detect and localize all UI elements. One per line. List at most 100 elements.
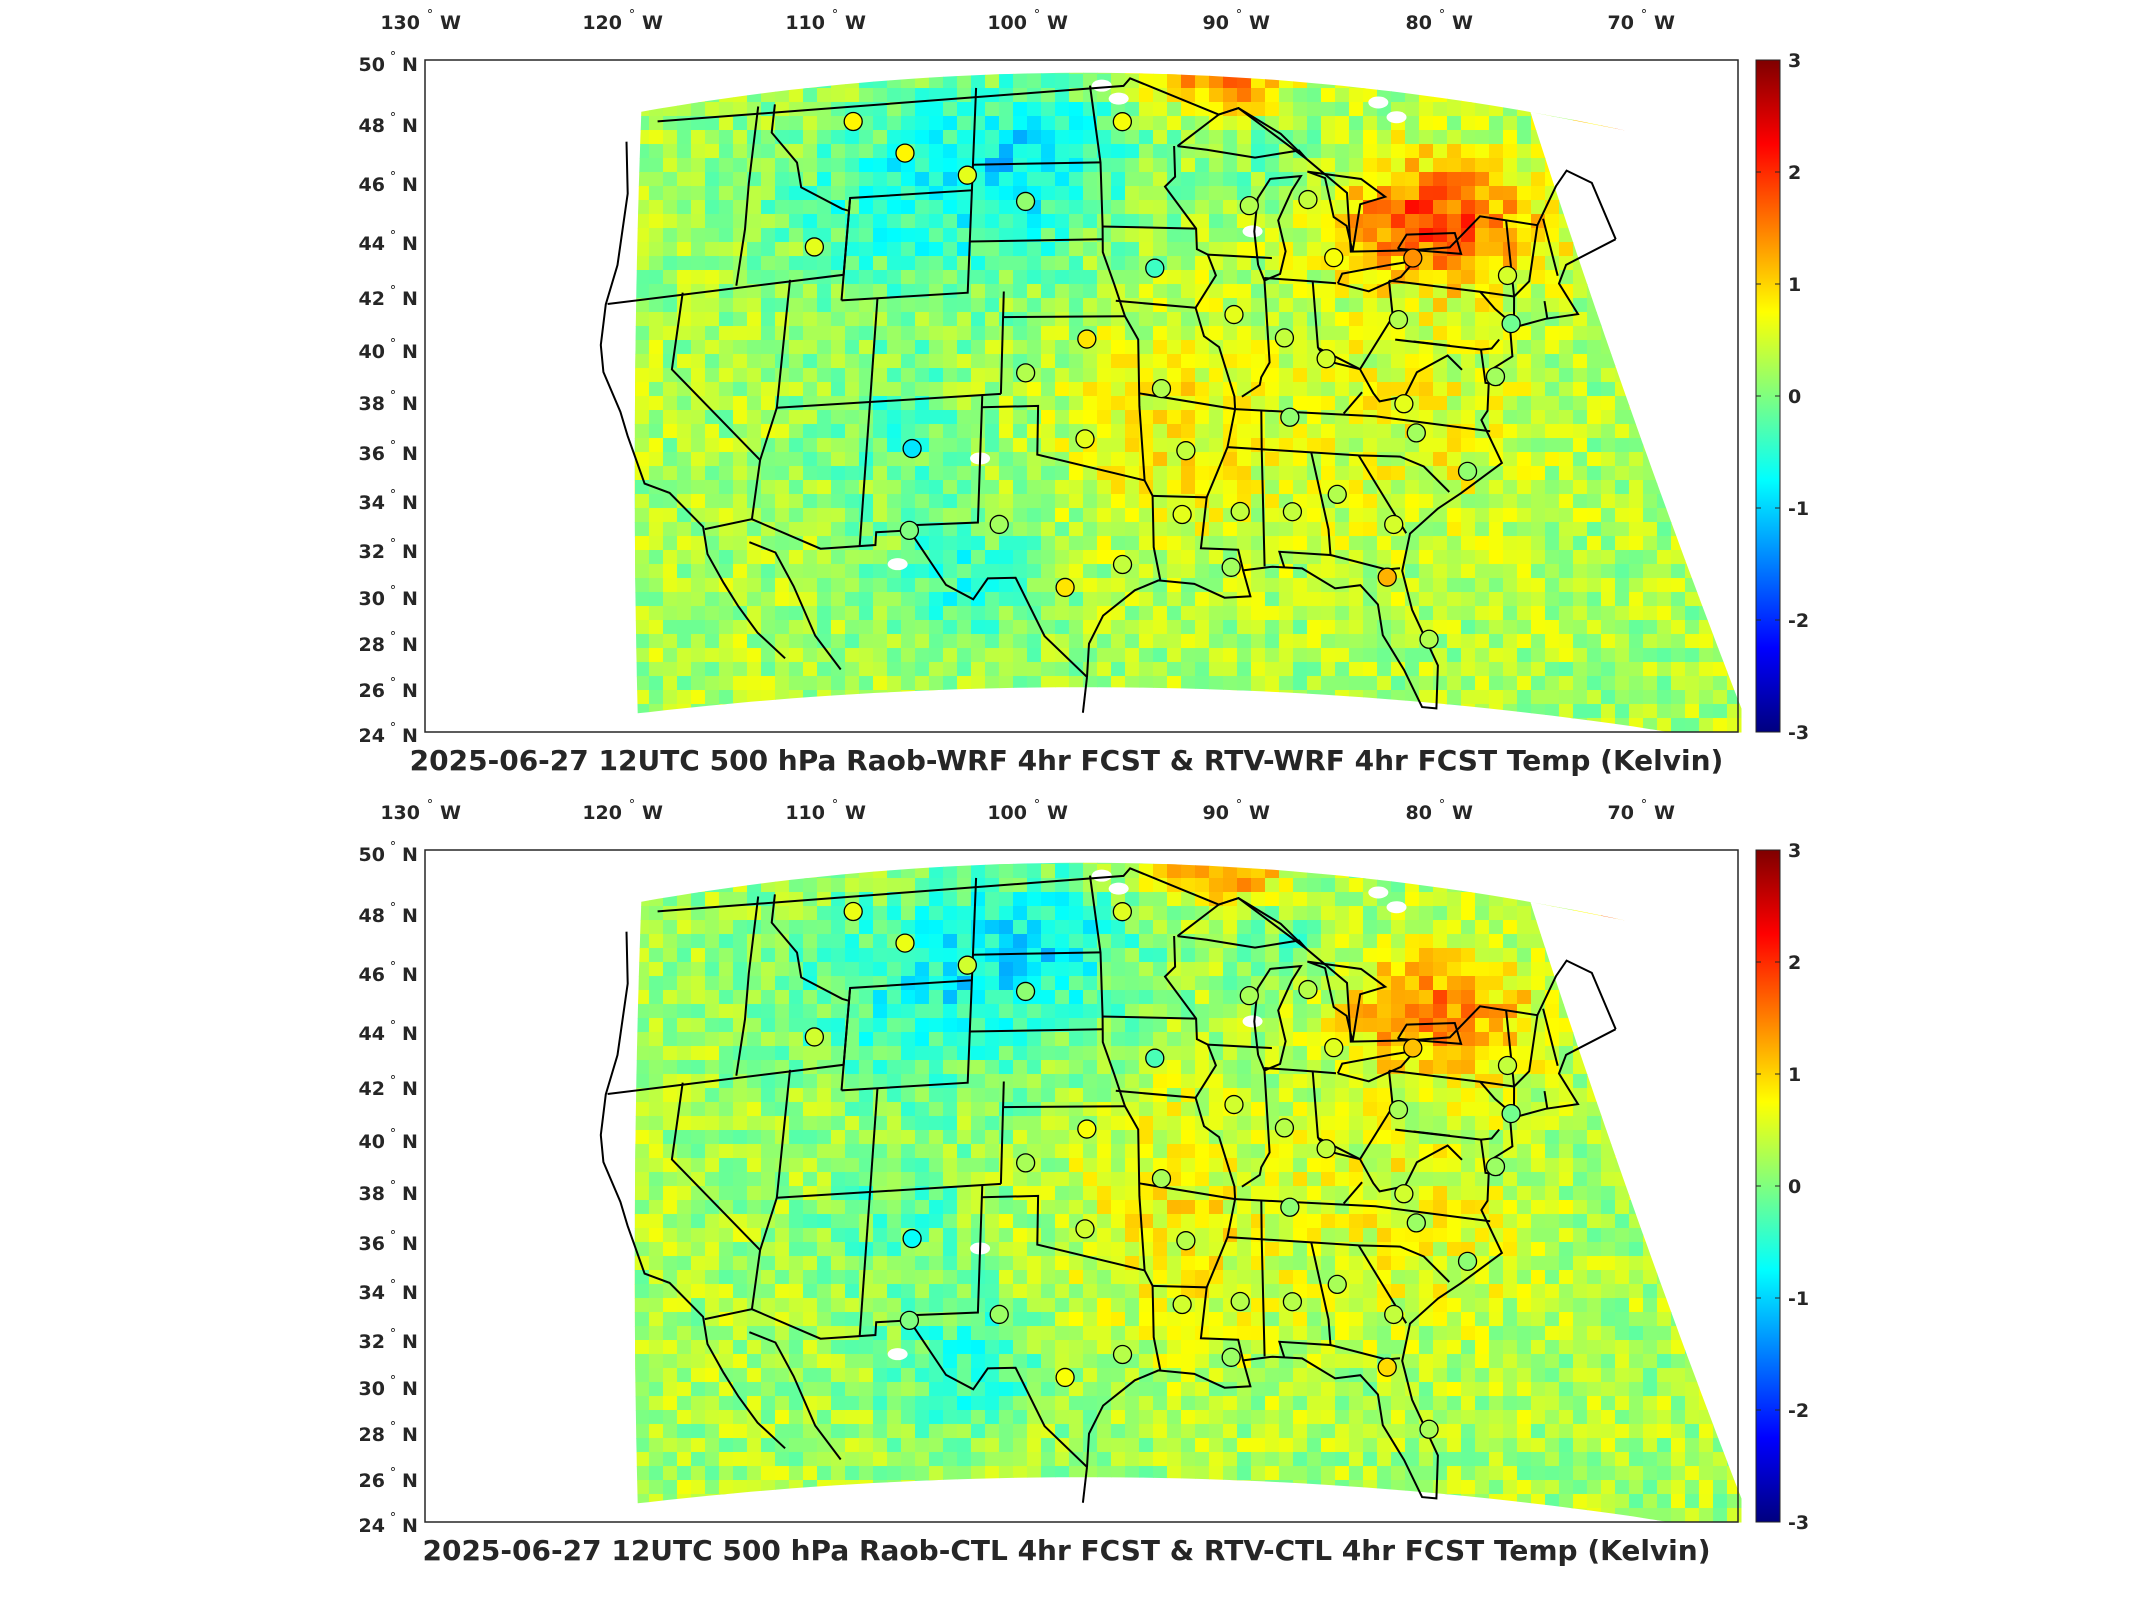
lon-label: 80	[1406, 12, 1432, 34]
station-marker	[1015, 191, 1036, 212]
degree-mark: °	[390, 630, 397, 645]
station-marker	[1112, 1344, 1133, 1365]
station-marker	[1176, 441, 1196, 461]
station-marker	[1075, 429, 1095, 449]
degree-mark: °	[1439, 798, 1446, 813]
degree-mark: °	[427, 8, 434, 23]
map-frame	[424, 59, 1739, 733]
station-marker	[1015, 363, 1036, 383]
lon-suffix: W	[1047, 802, 1068, 824]
top-panel: 130 ° W 120 ° W 110 ° W 100 ° W 90 ° W 80 ° W 70 ° W 50 ° N 48 ° N…	[359, 8, 1810, 777]
degree-mark: °	[1641, 8, 1648, 23]
station-marker	[1388, 1100, 1409, 1120]
colorbar-tick-label: 0	[1788, 386, 1801, 408]
station-marker	[1224, 304, 1244, 325]
station-marker	[957, 165, 977, 185]
degree-mark: °	[1641, 798, 1648, 813]
degree-mark: °	[390, 537, 397, 552]
station-marker	[1221, 1347, 1241, 1367]
station-marker	[1239, 986, 1259, 1006]
colorbar-tick-label: 2	[1788, 162, 1801, 184]
lat-suffix: N	[402, 1515, 418, 1537]
map-boundaries	[599, 867, 1617, 1503]
lon-suffix: W	[845, 802, 866, 824]
degree-mark: °	[390, 111, 397, 126]
lon-suffix: W	[1249, 12, 1270, 34]
degree-mark: °	[390, 1179, 397, 1194]
degree-mark: °	[390, 1374, 397, 1389]
lat-suffix: N	[402, 54, 418, 76]
lon-suffix: W	[1047, 12, 1068, 34]
station-marker	[1112, 554, 1133, 575]
station-marker	[843, 111, 863, 132]
lat-suffix: N	[402, 115, 418, 137]
lat-label: 44	[359, 1023, 385, 1045]
degree-mark: °	[390, 1019, 397, 1034]
station-marker	[1327, 1274, 1347, 1295]
station-marker	[1151, 378, 1172, 399]
station-marker	[1298, 189, 1318, 210]
station-marker	[1151, 1168, 1172, 1189]
degree-mark: °	[390, 488, 397, 503]
degree-mark: °	[1034, 8, 1041, 23]
lat-suffix: N	[402, 1378, 418, 1400]
degree-mark: °	[390, 676, 397, 691]
station-marker	[989, 514, 1009, 535]
lat-label: 40	[359, 341, 385, 363]
lat-suffix: N	[402, 1023, 418, 1045]
lon-label: 100	[987, 802, 1027, 824]
colorbar-tick-label: -2	[1788, 610, 1809, 632]
station-marker	[1324, 248, 1344, 268]
station-marker	[1485, 366, 1506, 387]
lat-label: 42	[359, 288, 385, 310]
degree-mark: °	[390, 284, 397, 299]
lon-suffix: W	[1452, 802, 1473, 824]
raob-stations	[804, 111, 1521, 649]
lon-label: 130	[380, 12, 420, 34]
bottom-panel-title: 2025-06-27 12UTC 500 hPa Raob-CTL 4hr FC…	[422, 1534, 1711, 1567]
station-marker	[1280, 1197, 1300, 1217]
station-marker	[1075, 1219, 1095, 1239]
lat-label: 40	[359, 1131, 385, 1153]
degree-mark: °	[390, 1466, 397, 1481]
station-marker	[1327, 484, 1347, 505]
lon-suffix: W	[845, 12, 866, 34]
degree-mark: °	[390, 1074, 397, 1089]
station-marker	[1485, 1156, 1506, 1177]
lat-suffix: N	[402, 1282, 418, 1304]
station-marker	[899, 1310, 920, 1331]
lat-suffix: N	[402, 1183, 418, 1205]
station-marker	[1274, 328, 1295, 348]
degree-mark: °	[390, 1278, 397, 1293]
lat-suffix: N	[402, 492, 418, 514]
lon-label: 90	[1203, 802, 1229, 824]
degree-mark: °	[629, 8, 636, 23]
lat-suffix: N	[402, 1078, 418, 1100]
station-marker	[1282, 502, 1303, 522]
lon-label: 100	[987, 12, 1027, 34]
lat-label: 36	[359, 1233, 385, 1255]
lat-suffix: N	[402, 541, 418, 563]
lat-label: 38	[359, 1183, 385, 1205]
station-marker	[1015, 981, 1036, 1002]
station-marker	[957, 955, 977, 975]
lon-label: 110	[785, 12, 825, 34]
degree-mark: °	[390, 1229, 397, 1244]
station-marker	[1077, 329, 1097, 349]
lat-label: 32	[359, 1331, 385, 1353]
station-marker	[1280, 407, 1300, 427]
lat-label: 48	[359, 115, 385, 137]
station-marker	[1176, 1231, 1196, 1251]
degree-mark: °	[390, 50, 397, 65]
degree-mark: °	[1034, 798, 1041, 813]
lon-suffix: W	[642, 802, 663, 824]
lat-label: 46	[359, 174, 385, 196]
lat-suffix: N	[402, 905, 418, 927]
degree-mark: °	[390, 170, 397, 185]
station-marker	[1403, 248, 1423, 268]
station-marker	[1457, 461, 1478, 481]
lon-label: 80	[1406, 802, 1432, 824]
station-marker	[989, 1304, 1009, 1325]
station-marker	[1172, 1294, 1192, 1315]
lat-suffix: N	[402, 1470, 418, 1492]
